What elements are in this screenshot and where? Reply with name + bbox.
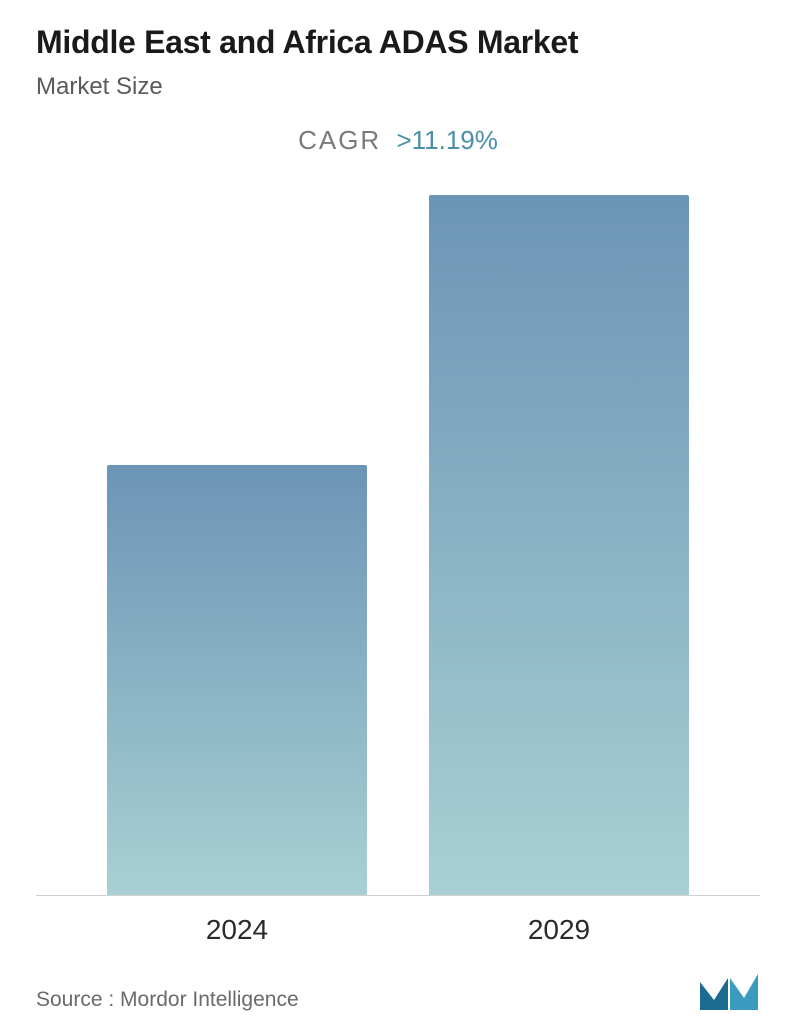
cagr-row: CAGR >11.19%: [36, 125, 760, 156]
bars-wrap: [36, 176, 760, 895]
cagr-label: CAGR: [298, 125, 381, 155]
bar-label-1: 2029: [419, 914, 699, 946]
bar-2024: [107, 465, 367, 895]
bar-2029: [429, 195, 689, 895]
chart-container: Middle East and Africa ADAS Market Marke…: [0, 0, 796, 1034]
footer: Source : Mordor Intelligence: [36, 970, 760, 1012]
labels-row: 2024 2029: [36, 896, 760, 946]
cagr-value: >11.19%: [396, 125, 497, 155]
source-text: Source : Mordor Intelligence: [36, 988, 299, 1012]
bar-label-0: 2024: [97, 914, 377, 946]
bar-group-1: [419, 195, 699, 895]
chart-area: [36, 176, 760, 896]
bar-group-0: [97, 465, 377, 895]
mordor-logo-icon: [698, 970, 760, 1012]
chart-title: Middle East and Africa ADAS Market: [36, 24, 760, 61]
chart-subtitle: Market Size: [36, 73, 760, 101]
